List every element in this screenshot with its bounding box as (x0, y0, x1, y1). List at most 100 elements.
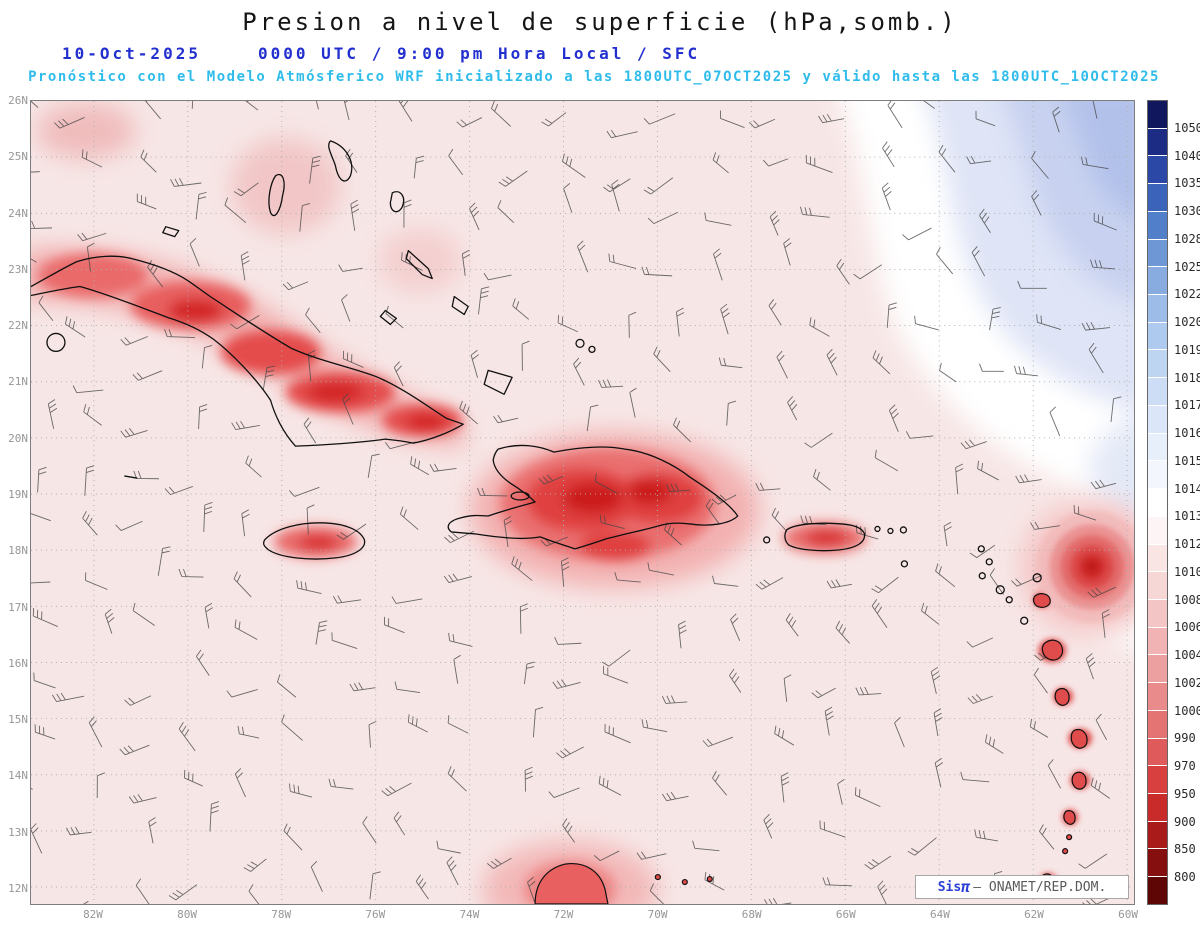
lat-label: 26N (8, 94, 28, 107)
colorbar-value: 1012 (1174, 537, 1200, 552)
credit-org: — ONAMET/REP.DOM. (973, 879, 1107, 895)
colorbar-value: 1014 (1174, 481, 1200, 496)
lon-label: 62W (1024, 908, 1044, 921)
lat-label: 13N (8, 825, 28, 839)
lat-label: 17N (8, 600, 28, 614)
colorbar-value: 800 (1174, 870, 1196, 885)
forecast-date: 10-Oct-2025 (62, 44, 201, 63)
colorbar-segment (1148, 738, 1167, 767)
lat-label: 12N (8, 882, 28, 895)
colorbar-value: 1030 (1174, 204, 1200, 219)
hurricane-symbol (1036, 510, 1134, 623)
colorbar-value: 1004 (1174, 648, 1200, 663)
lat-label: 16N (8, 656, 28, 670)
sispi-brand: Sis (937, 879, 962, 895)
lon-label: 72W (553, 908, 574, 921)
colorbar-segment (1148, 405, 1167, 434)
lat-label: 22N (8, 319, 28, 333)
colorbar-segment (1148, 267, 1167, 296)
map-frame (30, 100, 1135, 905)
colorbar-value: 970 (1174, 759, 1196, 774)
colorbar-segment (1148, 128, 1167, 157)
colorbar (1147, 100, 1168, 905)
colorbar-value: 1015 (1174, 453, 1200, 468)
colorbar-value: 1019 (1174, 342, 1200, 357)
lon-label: 66W (835, 908, 856, 921)
pi-symbol: π (961, 878, 971, 896)
colorbar-segment (1148, 295, 1167, 323)
pressure-map (31, 101, 1134, 904)
lon-label: 68W (741, 908, 762, 921)
lon-label: 74W (459, 908, 480, 921)
lon-label: 76W (365, 908, 386, 921)
colorbar-value: 1010 (1174, 564, 1200, 579)
wind-barbs (31, 101, 1122, 904)
lat-label: 25N (8, 150, 28, 164)
colorbar-value: 1018 (1174, 370, 1200, 385)
colorbar-segment (1148, 655, 1167, 684)
colorbar-segment (1148, 599, 1167, 628)
colorbar-segment (1148, 322, 1167, 351)
lon-label: 70W (647, 908, 668, 921)
colorbar-segment (1148, 156, 1167, 185)
model-forecast-line: Pronóstico con el Modelo Atmósferico WRF… (28, 69, 1160, 85)
colorbar-segment (1148, 849, 1167, 878)
lon-label: 60W (1118, 908, 1139, 921)
lat-label: 19N (8, 488, 28, 501)
colorbar-segment (1148, 239, 1167, 268)
lon-label: 80W (177, 908, 198, 921)
colorbar-segment (1148, 433, 1167, 462)
colorbar-value: 1022 (1174, 287, 1200, 302)
colorbar-value: 1000 (1174, 703, 1200, 718)
colorbar-value: 1002 (1174, 675, 1200, 690)
colorbar-value: 990 (1174, 731, 1196, 746)
colorbar-segment (1148, 101, 1167, 129)
colorbar-value: 1050 (1174, 120, 1200, 135)
lon-label: 82W (83, 908, 103, 921)
colorbar-segment (1148, 378, 1167, 406)
valid-time: 0000 UTC / 9:00 pm Hora Local / SFC (258, 44, 701, 63)
colorbar-segment (1148, 877, 1167, 904)
colorbar-value: 1008 (1174, 592, 1200, 607)
lat-label: 21N (8, 375, 28, 389)
colorbar-segment (1148, 683, 1167, 711)
colorbar-value: 1020 (1174, 315, 1200, 330)
lat-label: 20N (8, 431, 28, 445)
lat-label: 24N (8, 206, 28, 220)
colorbar-value: 1025 (1174, 259, 1200, 274)
lon-label: 64W (929, 908, 950, 921)
colorbar-segment (1148, 184, 1167, 212)
colorbar-value: 1028 (1174, 231, 1200, 246)
colorbar-segment (1148, 489, 1167, 517)
low-pressure-shading (31, 102, 1134, 904)
colorbar-value: 1016 (1174, 426, 1200, 441)
colorbar-segment (1148, 627, 1167, 656)
colorbar-segment (1148, 821, 1167, 850)
lat-label: 18N (8, 544, 28, 558)
lat-label: 23N (8, 262, 28, 276)
lon-label: 78W (271, 908, 292, 921)
colorbar-value: 900 (1174, 814, 1196, 829)
colorbar-value: 850 (1174, 842, 1196, 857)
colorbar-segment (1148, 793, 1167, 822)
lat-label: 14N (8, 769, 28, 783)
colorbar-value: 1035 (1174, 176, 1200, 191)
page-title: Presion a nivel de superficie (hPa,somb.… (242, 8, 958, 36)
colorbar-segment (1148, 211, 1167, 240)
colorbar-segment (1148, 710, 1167, 739)
coastlines (31, 140, 1042, 625)
colorbar-value: 950 (1174, 786, 1196, 801)
credit-box: Sis π — ONAMET/REP.DOM. (915, 875, 1129, 899)
colorbar-segment (1148, 516, 1167, 545)
colorbar-value: 1040 (1174, 148, 1200, 163)
colorbar-segment (1148, 350, 1167, 379)
colorbar-segment (1148, 461, 1167, 490)
colorbar-value: 1013 (1174, 509, 1200, 524)
colorbar-segment (1148, 572, 1167, 600)
colorbar-segment (1148, 766, 1167, 794)
colorbar-value: 1017 (1174, 398, 1200, 413)
lat-label: 15N (8, 713, 28, 727)
colorbar-segment (1148, 544, 1167, 573)
colorbar-value: 1006 (1174, 620, 1200, 635)
